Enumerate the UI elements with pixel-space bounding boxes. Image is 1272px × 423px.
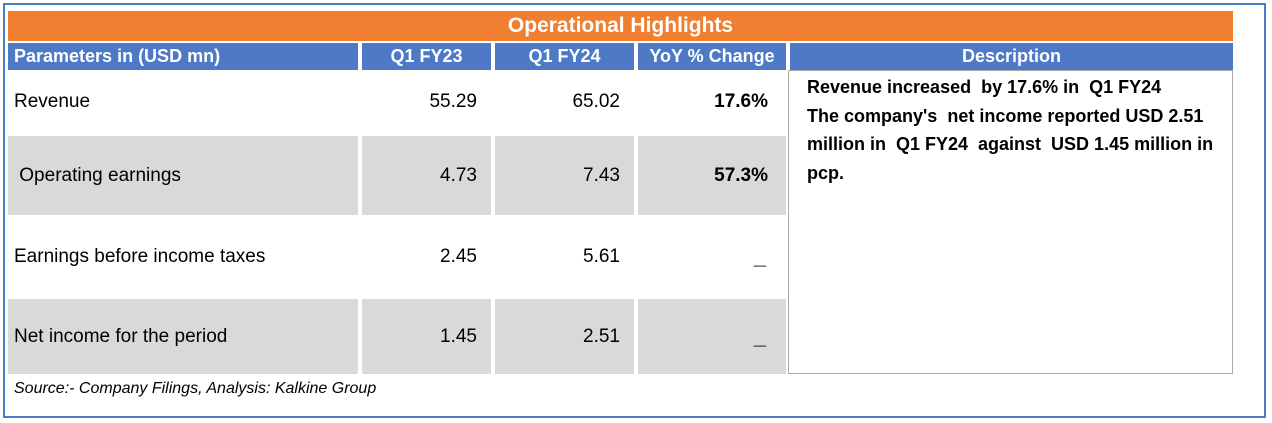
header-q1-fy24: Q1 FY24	[495, 43, 634, 70]
row-ebit-q1-fy23: 2.45	[440, 246, 477, 267]
row-operating-earnings-label: Operating earnings	[8, 136, 358, 215]
table-title: Operational Highlights	[8, 11, 1233, 41]
row-revenue-q1-fy24: 65.02	[572, 91, 620, 112]
row-ebit-q1-fy24: 5.61	[583, 246, 620, 267]
row-ebit-label: Earnings before income taxes	[14, 246, 266, 267]
row-operating-earnings-q1-fy24: 7.43	[495, 136, 634, 215]
row-net-income-q1-fy23: 1.45	[362, 299, 491, 374]
row-operating-earnings-q1-fy23: 4.73	[362, 136, 491, 215]
row-net-income-q1-fy24: 2.51	[495, 299, 634, 374]
header-yoy-change: YoY % Change	[638, 43, 786, 70]
description-line-net-income: The company's net income reported USD 2.…	[807, 105, 1219, 183]
source-note: Source:- Company Filings, Analysis: Kalk…	[14, 380, 377, 397]
row-revenue-q1-fy23: 55.29	[429, 91, 477, 112]
header-description: Description	[790, 43, 1233, 70]
row-revenue-label: Revenue	[14, 91, 91, 112]
description-panel	[788, 70, 1233, 374]
description-text: Revenue increased by 17.6% in Q1 FY24 Th…	[807, 73, 1227, 187]
description-line-revenue: Revenue increased by 17.6% in Q1 FY24	[807, 77, 1162, 97]
row-ebit-yoy: _	[753, 244, 766, 269]
header-parameters: Parameters in (USD mn)	[8, 43, 358, 70]
row-operating-earnings-yoy: 57.3%	[638, 136, 786, 215]
header-q1-fy23: Q1 FY23	[362, 43, 491, 70]
row-net-income-label: Net income for the period	[8, 299, 358, 374]
row-revenue-yoy: 17.6%	[714, 91, 768, 112]
row-net-income-yoy: _	[638, 299, 786, 374]
